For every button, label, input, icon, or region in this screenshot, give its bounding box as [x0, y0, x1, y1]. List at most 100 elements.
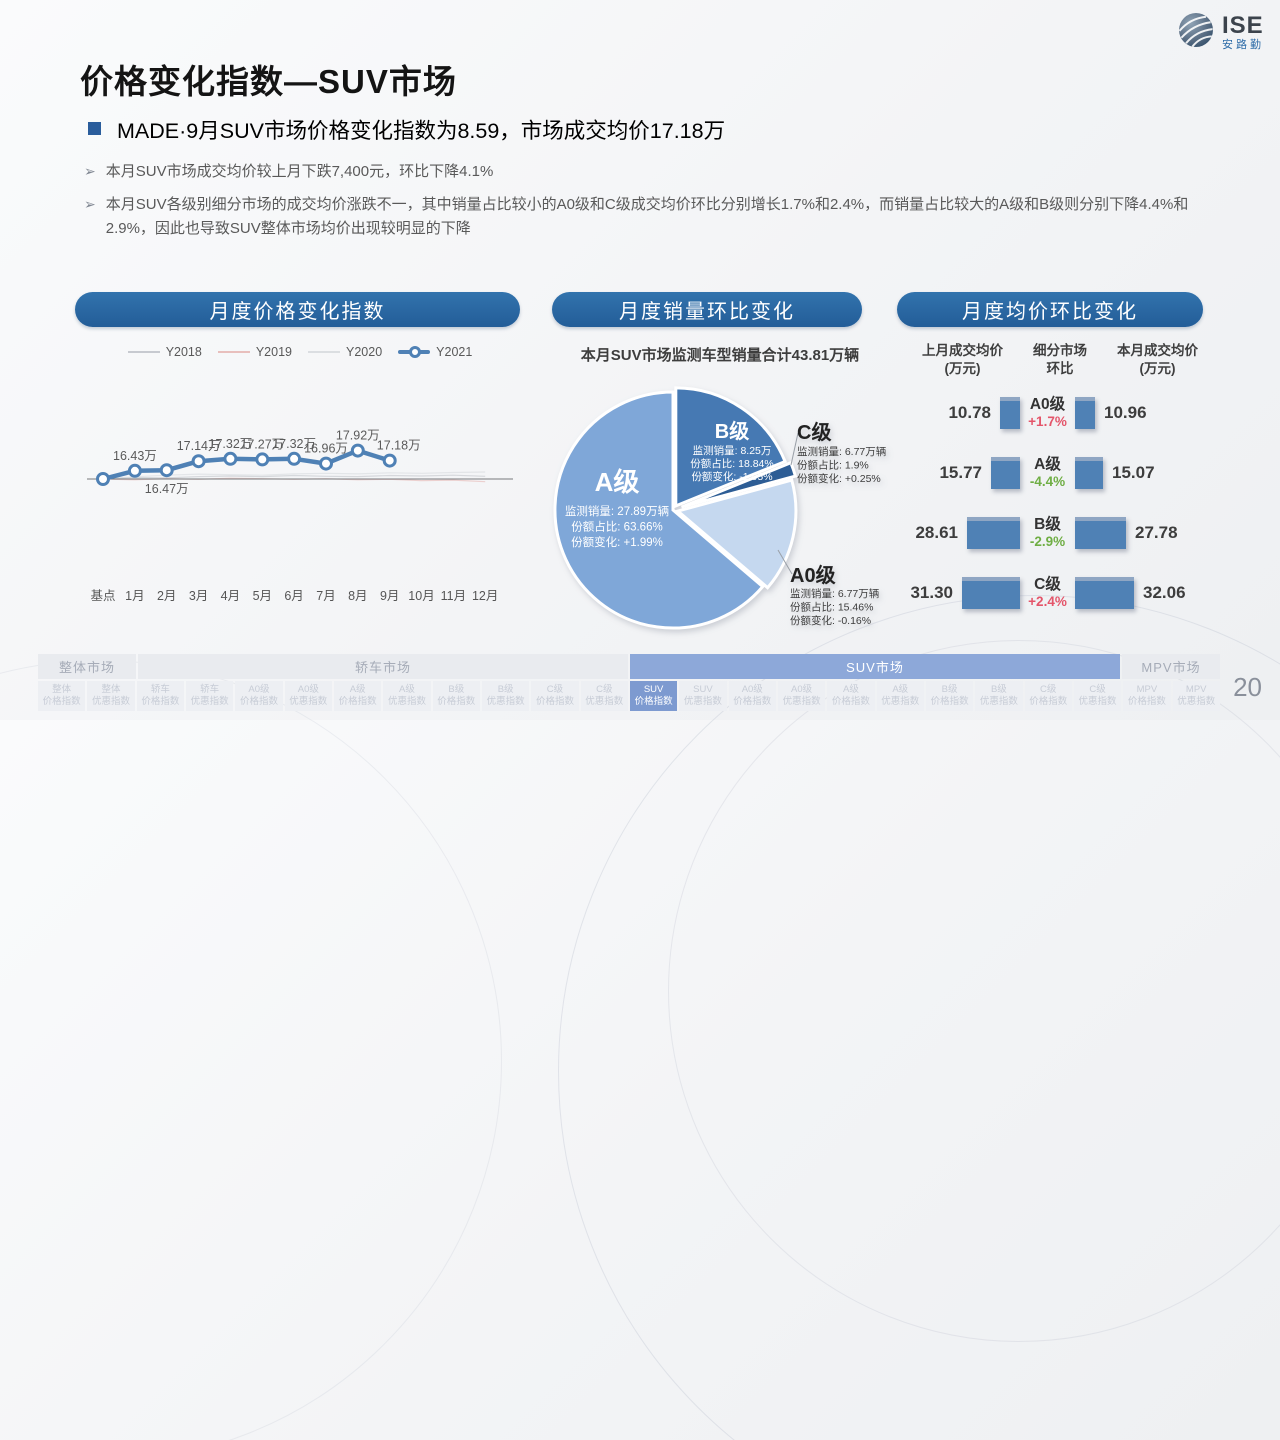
nav-section-整体市场[interactable]: 整体市场: [38, 654, 136, 679]
nav-item-B级-优惠指数[interactable]: B级 优惠指数: [975, 681, 1023, 711]
svg-text:2月: 2月: [157, 589, 176, 603]
nav-item-market: A0级: [791, 684, 813, 696]
nav-item-A0级-优惠指数[interactable]: A0级 优惠指数: [284, 681, 332, 711]
prev-price-bar: [1000, 397, 1020, 429]
nav-item-market: SUV: [643, 684, 664, 696]
nav-item-metric: 价格指数: [338, 696, 377, 707]
nav-item-A级-价格指数[interactable]: A级 价格指数: [827, 681, 875, 711]
nav-item-metric: 价格指数: [733, 696, 772, 707]
svg-text:A级: A级: [595, 467, 640, 497]
section-header-price-index: 月度价格变化指数: [75, 292, 520, 327]
legend-line-swatch: [398, 346, 431, 358]
prev-price: 28.61: [915, 523, 958, 542]
nav-item-metric: 价格指数: [437, 696, 476, 707]
decor-circle: [558, 595, 1280, 1440]
svg-text:16.43万: 16.43万: [113, 449, 157, 463]
nav-item-market: 整体: [52, 684, 72, 696]
nav-item-SUV-优惠指数[interactable]: SUV 优惠指数: [679, 681, 727, 711]
segment-label: A0级: [1029, 396, 1066, 414]
nav-item-metric: 价格指数: [634, 696, 673, 707]
nav-item-A级-优惠指数[interactable]: A级 优惠指数: [383, 681, 431, 711]
nav-item-C级-优惠指数[interactable]: C级 优惠指数: [580, 681, 628, 711]
nav-item-MPV-优惠指数[interactable]: MPV 优惠指数: [1172, 681, 1220, 711]
nav-item-market: C级: [1089, 684, 1106, 696]
cur-price-bar: [1075, 457, 1103, 489]
nav-item-market: B级: [990, 684, 1007, 696]
nav-item-metric: 优惠指数: [782, 696, 821, 707]
legend-line-swatch: [217, 351, 250, 353]
svg-text:份额变化: +0.25%: 份额变化: +0.25%: [797, 472, 881, 485]
legend-label: Y2018: [165, 345, 202, 359]
nav-item-A0级-优惠指数[interactable]: A0级 优惠指数: [777, 681, 826, 711]
nav-item-metric: 优惠指数: [979, 696, 1018, 707]
nav-item-轿车-优惠指数[interactable]: 轿车 优惠指数: [185, 681, 234, 711]
svg-text:17.32万: 17.32万: [209, 437, 253, 451]
line-chart-svg: 16.43万16.47万17.14万17.32万17.27万17.32万16.9…: [87, 429, 513, 603]
svg-text:11月: 11月: [441, 589, 466, 603]
price-index-line-chart: 16.43万 16.47万 17.14万 17.32万 17.27万 17.32万 16.9…: [85, 336, 515, 621]
bottom-navigation: 整体市场 轿车市场 SUV市场 MPV市场 整体 价格指数 整体 优惠指数 轿车 价格指数 轿车优…: [38, 654, 1220, 711]
nav-item-C级-优惠指数[interactable]: C级 优惠指数: [1073, 681, 1122, 711]
cur-price: 27.78: [1135, 523, 1178, 542]
nav-item-market: B级: [941, 684, 958, 696]
nav-item-market: 整体: [101, 684, 121, 696]
nav-item-market: 轿车: [150, 684, 170, 696]
svg-text:基点: 基点: [90, 589, 115, 603]
prev-price-bar: [967, 517, 1020, 549]
nav-item-MPV-价格指数[interactable]: MPV 价格指数: [1123, 681, 1171, 711]
nav-item-market: 轿车: [200, 684, 220, 696]
column-header: 本月成交均价 (万元): [1117, 343, 1198, 376]
svg-text:16.96万: 16.96万: [304, 442, 348, 456]
nav-item-market: A级: [842, 684, 859, 696]
prev-price-bar: [962, 577, 1020, 609]
segment-change: -4.4%: [1029, 474, 1066, 490]
square-bullet-icon: [88, 122, 101, 135]
nav-section-SUV市场[interactable]: SUV市场: [630, 654, 1120, 679]
nav-item-B级-价格指数[interactable]: B级 价格指数: [925, 681, 974, 711]
nav-item-metric: 价格指数: [535, 696, 574, 707]
svg-text:份额占比: 15.46%: 份额占比: 15.46%: [790, 601, 873, 614]
nav-item-B级-价格指数[interactable]: B级 价格指数: [432, 681, 480, 711]
nav-item-C级-价格指数[interactable]: C级 价格指数: [531, 681, 579, 711]
legend-item-Y2021: Y2021: [398, 345, 472, 359]
nav-item-B级-优惠指数[interactable]: B级 优惠指数: [481, 681, 530, 711]
nav-item-metric: 优惠指数: [190, 696, 229, 707]
nav-item-market: B级: [448, 684, 465, 696]
nav-item-整体-优惠指数[interactable]: 整体 优惠指数: [87, 681, 135, 711]
nav-item-C级-价格指数[interactable]: C级 价格指数: [1024, 681, 1072, 711]
cur-price-bar: [1075, 517, 1126, 549]
svg-text:份额占比: 63.66%: 份额占比: 63.66%: [571, 520, 662, 534]
nav-item-A级-价格指数[interactable]: A级 价格指数: [333, 681, 382, 711]
svg-text:监测销量: 6.77万辆: 监测销量: 6.77万辆: [797, 445, 886, 458]
price-compare-row: 31.30 C级 +2.4% 32.06: [905, 563, 1235, 623]
detail-point: ➢ 本月SUV各级别细分市场的成交均价涨跌不一，其中销量占比较小的A0级和C级成交…: [84, 193, 1206, 241]
nav-item-metric: 价格指数: [831, 696, 870, 707]
svg-text:监测销量: 27.89万辆: 监测销量: 27.89万辆: [565, 504, 669, 518]
nav-item-SUV-价格指数[interactable]: SUV 价格指数: [629, 681, 678, 711]
segment-change: -2.9%: [1029, 534, 1066, 550]
nav-item-A级-优惠指数[interactable]: A级 优惠指数: [876, 681, 924, 711]
logo-text: ISE: [1222, 12, 1264, 39]
svg-text:份额占比: 1.9%: 份额占比: 1.9%: [797, 459, 869, 472]
svg-text:1月: 1月: [125, 589, 144, 603]
svg-text:12月: 12月: [472, 589, 498, 603]
prev-price: 31.30: [910, 583, 953, 602]
svg-text:16.47万: 16.47万: [145, 482, 189, 496]
svg-text:监测销量: 8.25万: 监测销量: 8.25万: [693, 444, 772, 457]
arrow-bullet-icon: ➢: [84, 196, 96, 212]
nav-section-MPV市场[interactable]: MPV市场: [1122, 654, 1220, 679]
nav-item-A0级-价格指数[interactable]: A0级 价格指数: [728, 681, 776, 711]
nav-item-metric: 价格指数: [1029, 696, 1068, 707]
nav-item-轿车-价格指数[interactable]: 轿车 价格指数: [136, 681, 184, 711]
svg-text:4月: 4月: [221, 589, 240, 603]
price-compare-chart: 10.78 A0级 +1.7% 10.96 15.77 A级 -4.4% 15.07 28.61…: [905, 383, 1235, 623]
nav-section-轿车市场[interactable]: 轿车市场: [138, 654, 628, 679]
nav-item-整体-价格指数[interactable]: 整体 价格指数: [38, 681, 86, 711]
finding-details: ➢ 本月SUV市场成交均价较上月下跌7,400元，环比下降4.1% ➢ 本月SUV各级…: [84, 160, 1206, 250]
nav-item-metric: 优惠指数: [683, 696, 722, 707]
svg-text:份额变化: -0.16%: 份额变化: -0.16%: [790, 614, 871, 627]
price-compare-headers: 上月成交均价 (万元) 细分市场 环比 本月成交均价 (万元): [905, 342, 1215, 377]
nav-item-A0级-价格指数[interactable]: A0级 价格指数: [235, 681, 283, 711]
legend-line-swatch: [308, 351, 340, 353]
